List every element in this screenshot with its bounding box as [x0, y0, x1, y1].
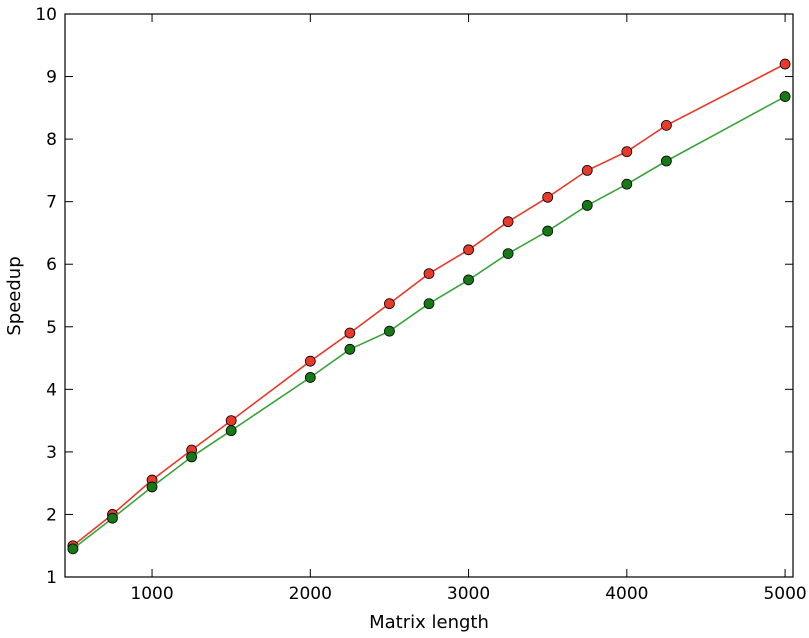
series-2-point — [502, 248, 514, 259]
series-2 — [67, 91, 791, 555]
y-tick-label: 8 — [46, 130, 57, 150]
series-2-point — [542, 225, 554, 237]
series-2-point — [384, 325, 395, 337]
series-1-point — [621, 146, 633, 158]
y-tick-label: 5 — [46, 318, 57, 338]
series-1-point — [502, 216, 514, 228]
series-2-point — [344, 343, 356, 355]
y-axis-title: Speedup — [4, 256, 25, 335]
y-tick-label: 1 — [46, 568, 57, 588]
series-2-point — [581, 200, 593, 211]
series-1-point — [225, 415, 237, 427]
plot-area — [64, 13, 794, 578]
series-layer — [67, 58, 791, 555]
y-tick-label: 3 — [46, 443, 57, 463]
y-tick-label: 4 — [46, 380, 57, 400]
series-2-point — [225, 425, 237, 437]
x-tick-label: 4000 — [605, 584, 648, 604]
series-1 — [67, 58, 791, 552]
series-2-point — [621, 178, 633, 190]
series-2-point — [423, 298, 435, 310]
series-1-point — [660, 119, 672, 131]
y-tick-label: 2 — [46, 505, 57, 525]
series-1-line — [72, 63, 786, 547]
y-tick-label: 10 — [35, 5, 57, 25]
series-2-point — [146, 481, 158, 493]
series-2-point — [660, 155, 672, 167]
series-1-point — [542, 191, 554, 203]
series-2-point — [779, 91, 791, 102]
y-tick-label: 9 — [46, 68, 57, 88]
series-1-point — [779, 58, 791, 70]
series-1-point — [463, 244, 474, 256]
series-2-point — [304, 372, 316, 383]
x-tick-label: 2000 — [289, 584, 332, 604]
y-tick-label: 7 — [46, 193, 57, 213]
series-2-line — [72, 95, 786, 550]
series-1-point — [581, 164, 593, 176]
series-1-point — [304, 355, 316, 367]
series-1-point — [384, 298, 395, 310]
series-2-point — [186, 451, 198, 463]
x-axis-title: Matrix length — [369, 612, 489, 633]
series-1-point — [344, 327, 356, 339]
x-tick-label: 1000 — [130, 584, 173, 604]
series-2-point — [67, 543, 79, 555]
x-tick-label: 3000 — [447, 584, 490, 604]
series-1-point — [423, 268, 435, 280]
series-2-point — [463, 274, 474, 286]
y-tick-label: 6 — [46, 255, 57, 275]
series-2-point — [107, 512, 118, 524]
axis-ticks: 1000 2000 3000 4000 5000 1 2 3 4 5 6 7 8 9 10 — [35, 5, 806, 604]
x-tick-label: 5000 — [763, 584, 806, 604]
